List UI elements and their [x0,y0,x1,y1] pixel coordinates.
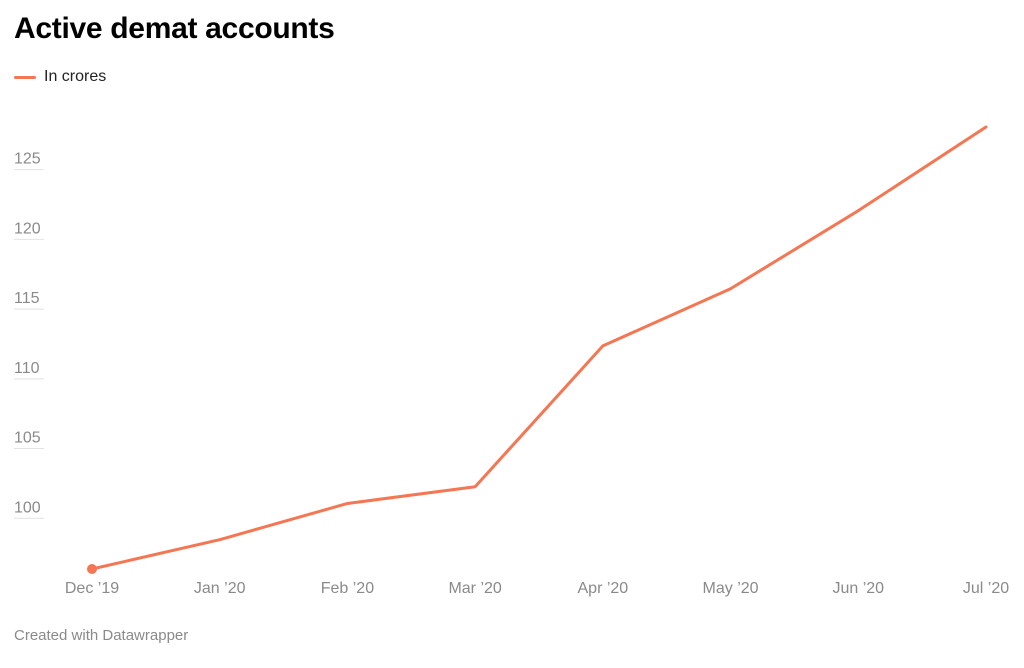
chart-title: Active demat accounts [14,12,335,45]
y-tick-label: 125 [14,151,41,168]
y-tick-label: 100 [14,499,41,516]
footer-credit: Created with Datawrapper [14,627,189,644]
series-line [90,125,988,571]
x-tick-label: Dec ’19 [65,580,119,597]
x-tick-label: Jun ’20 [832,580,884,597]
gridlines [14,169,44,519]
y-tick-label: 120 [14,220,41,237]
x-tick-label: Apr ’20 [578,580,629,597]
legend: In crores [14,68,106,86]
legend-label: In crores [44,68,107,85]
y-tick-label: 115 [14,290,40,307]
y-axis: 100 105 110 115 120 125 [14,151,41,517]
x-tick-label: Mar ’20 [448,580,501,597]
legend-swatch [14,75,36,79]
x-axis: Dec ’19 Jan ’20 Feb ’20 Mar ’20 Apr ’20 May ’… [65,580,1009,597]
x-tick-label: May ’20 [703,580,759,597]
y-tick-label: 110 [14,360,40,377]
data-point [87,564,97,574]
x-tick-label: Jan ’20 [194,580,246,597]
x-tick-label: Feb ’20 [321,580,374,597]
x-tick-label: Jul ’20 [963,580,1009,597]
y-tick-label: 105 [14,430,41,447]
series-layer [87,125,988,574]
